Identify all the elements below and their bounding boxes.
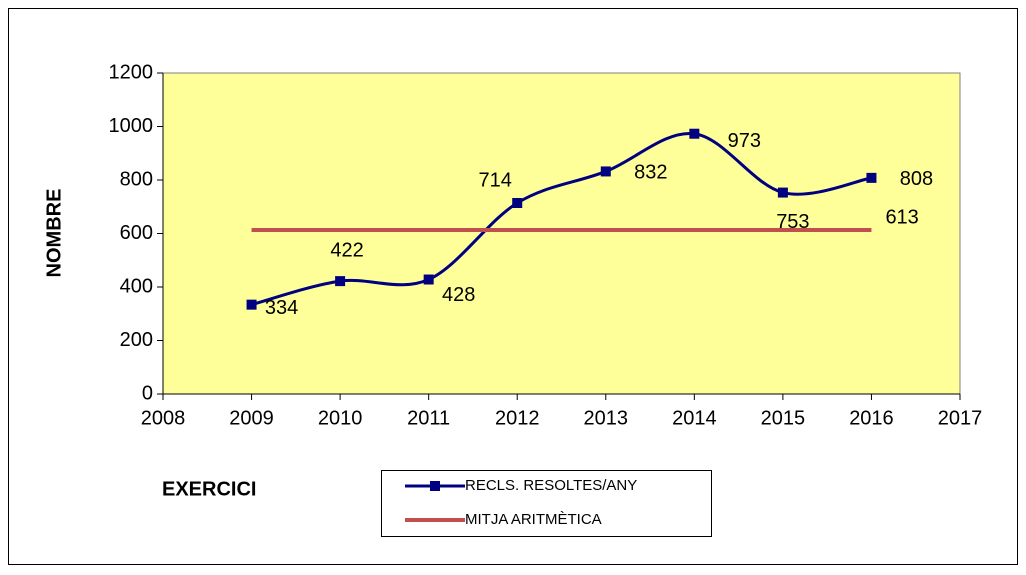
data-label: 422 <box>330 239 363 261</box>
x-tick-label: 2011 <box>407 407 450 429</box>
x-tick-label: 2013 <box>584 407 629 429</box>
legend-label: MITJA ARITMÈTICA <box>465 511 602 528</box>
data-label: 973 <box>728 130 761 152</box>
data-label: 334 <box>265 297 298 319</box>
legend-label: RECLS. RESOLTES/ANY <box>465 477 637 494</box>
marker <box>866 172 877 183</box>
y-tick-label: 0 <box>142 382 153 404</box>
data-label: 613 <box>885 206 918 228</box>
x-tick-label: 2017 <box>938 407 983 429</box>
x-tick-label: 2012 <box>495 407 540 429</box>
y-tick-label: 400 <box>120 275 153 297</box>
marker <box>512 198 523 209</box>
marker <box>689 128 700 139</box>
data-label: 753 <box>776 211 809 233</box>
y-tick-label: 600 <box>120 222 153 244</box>
marker <box>335 276 346 287</box>
x-tick-label: 2014 <box>672 407 717 429</box>
marker <box>777 187 788 198</box>
data-label: 714 <box>479 169 512 191</box>
y-axis-label: NOMBRE <box>43 189 65 278</box>
marker <box>246 299 257 310</box>
x-axis-label: EXERCICI <box>162 478 256 500</box>
x-tick-label: 2010 <box>318 407 363 429</box>
y-tick-label: 800 <box>120 168 153 190</box>
marker <box>423 274 434 285</box>
x-tick-label: 2015 <box>761 407 806 429</box>
x-tick-label: 2009 <box>229 407 274 429</box>
line-series <box>251 132 872 307</box>
data-label: 832 <box>634 162 667 184</box>
x-tick-label: 2016 <box>849 407 894 429</box>
legend-marker <box>430 481 440 491</box>
y-tick-label: 200 <box>120 329 153 351</box>
x-tick-label: 2008 <box>141 407 186 429</box>
plot-area <box>162 72 961 395</box>
y-tick-label: 1000 <box>109 115 154 137</box>
data-label: 808 <box>900 168 933 190</box>
data-label: 428 <box>442 284 475 306</box>
marker <box>600 166 611 177</box>
y-tick-label: 1200 <box>109 61 154 83</box>
